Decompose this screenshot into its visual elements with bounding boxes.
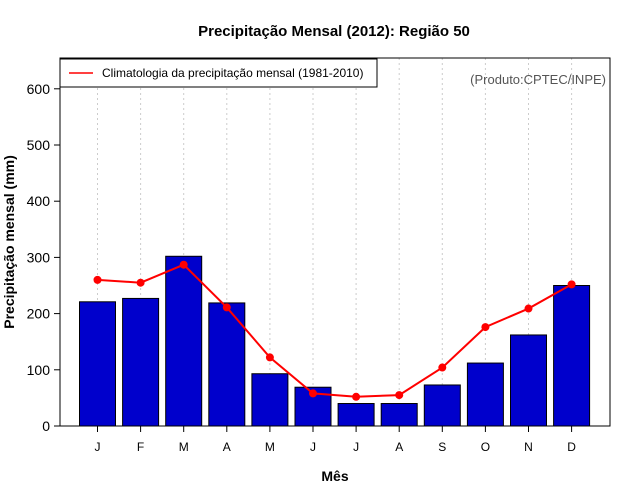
x-tick-label: J xyxy=(353,440,359,454)
bar xyxy=(337,403,375,427)
plot-frame xyxy=(59,57,611,427)
x-tick-label: M xyxy=(265,440,275,454)
x-tick-label: O xyxy=(481,440,490,454)
chart-title: Precipitação Mensal (2012): Região 50 xyxy=(198,23,470,40)
x-tick-label: S xyxy=(438,440,446,454)
climatology-point xyxy=(136,278,145,287)
bar xyxy=(122,297,160,427)
y-tick-label: 600 xyxy=(27,81,51,97)
climatology-point xyxy=(438,363,447,372)
climatology-point xyxy=(395,391,404,400)
x-tick-label: J xyxy=(95,440,101,454)
x-axis-title: Mês xyxy=(321,468,348,484)
climatology-point xyxy=(265,353,274,362)
y-axis-title: Precipitação mensal (mm) xyxy=(1,155,17,329)
y-tick-label: 0 xyxy=(42,418,50,434)
x-tick-label: A xyxy=(395,440,403,454)
bar xyxy=(208,302,246,427)
climatology-point xyxy=(179,260,188,269)
bar xyxy=(553,285,591,427)
bar xyxy=(510,334,547,427)
y-tick-label: 400 xyxy=(27,193,51,209)
climatology-point xyxy=(524,304,533,313)
y-tick-label: 100 xyxy=(27,362,51,378)
climatology-point xyxy=(222,303,231,312)
bar xyxy=(251,373,289,427)
climatology-point xyxy=(93,275,102,284)
bar xyxy=(79,301,116,427)
y-tick-label: 300 xyxy=(27,249,51,265)
x-tick-label: N xyxy=(524,440,533,454)
bar xyxy=(466,362,504,427)
legend-label: Climatologia da precipitação mensal (198… xyxy=(102,66,363,80)
climatology-point xyxy=(481,323,490,332)
x-tick-label: M xyxy=(179,440,189,454)
climatology-point xyxy=(352,392,361,401)
climatology-point xyxy=(567,280,576,289)
legend: Climatologia da precipitação mensal (198… xyxy=(59,58,378,88)
bar xyxy=(380,403,418,427)
x-tick-label: A xyxy=(223,440,231,454)
bar xyxy=(165,255,203,427)
x-tick-label: F xyxy=(137,440,144,454)
bar-series xyxy=(79,255,591,427)
y-axis: 0 100 200 300 400 500 600 xyxy=(27,81,60,434)
y-tick-label: 200 xyxy=(27,306,51,322)
x-tick-label: J xyxy=(310,440,316,454)
climatology-line xyxy=(97,263,573,398)
credit-text: (Produto:CPTEC/INPE) xyxy=(470,72,606,87)
climatology-line-series xyxy=(93,260,576,401)
x-tick-label: D xyxy=(567,440,576,454)
bar xyxy=(423,384,461,427)
climatology-point xyxy=(309,389,317,398)
y-tick-label: 500 xyxy=(27,137,51,153)
legend-box xyxy=(59,58,378,88)
